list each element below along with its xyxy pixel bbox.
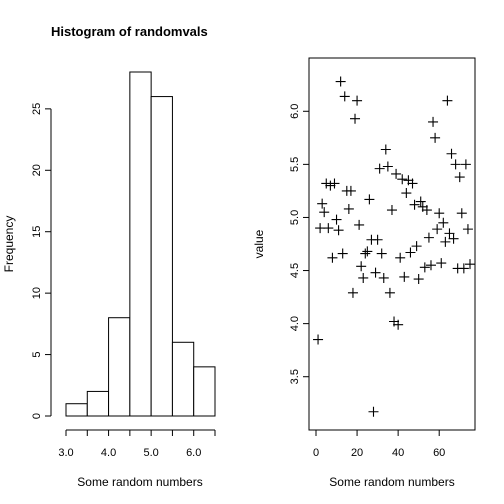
scatter-point (448, 233, 459, 244)
y-tick-label: 25 (31, 103, 43, 115)
y-tick-label: 15 (31, 226, 43, 238)
scatter-point (444, 228, 455, 239)
scatter-point (393, 319, 404, 330)
scatter-point (333, 225, 344, 236)
scatter-point (430, 132, 441, 143)
scatter-point (456, 208, 467, 219)
scatter-point (368, 406, 379, 417)
x-tick-label: 3.0 (58, 447, 73, 459)
scatter-point (391, 168, 402, 179)
scatter-point (376, 248, 387, 259)
scatter-point (370, 267, 381, 278)
scatter-point (364, 194, 375, 205)
scatter-point (419, 262, 430, 273)
scatter-point (317, 198, 328, 209)
x-tick-label: 60 (433, 447, 445, 459)
scatter-point (428, 116, 439, 127)
scatter-point (372, 234, 383, 245)
scatter-point (380, 144, 391, 155)
scatter-point (337, 248, 348, 259)
y-tick-label: 5.5 (289, 157, 301, 172)
y-tick-label: 5.0 (289, 210, 301, 225)
x-tick-label: 40 (392, 447, 404, 459)
scatter-point (350, 113, 361, 124)
y-tick-label: 6.0 (289, 104, 301, 119)
scatter-point (438, 217, 449, 228)
x-tick-label: 6.0 (186, 447, 201, 459)
scatter-point (345, 185, 356, 196)
scatter-point (386, 205, 397, 216)
y-axis-label: Frequency (2, 216, 16, 273)
scatter-point (360, 248, 371, 259)
scatter-point (395, 252, 406, 263)
scatter-point (440, 236, 451, 247)
scatter-point (413, 274, 424, 285)
x-tick-label: 20 (351, 447, 363, 459)
scatter-point (358, 272, 369, 283)
y-tick-label: 10 (31, 287, 43, 299)
scatter-point (432, 224, 443, 235)
scatter-point (401, 188, 412, 199)
scatter-point (409, 199, 420, 210)
scatter-point (436, 258, 447, 269)
histogram-bar (193, 366, 216, 417)
scatter-point (405, 247, 416, 258)
scatter-point (425, 260, 436, 271)
x-tick-label: 4.0 (101, 447, 116, 459)
x-axis-label: Some random numbers (329, 475, 454, 489)
chart-title: Histogram of randomvals (51, 24, 208, 39)
scatter-point (465, 259, 475, 270)
scatter-point (356, 261, 367, 272)
scatter-point (399, 271, 410, 282)
scatter-point (347, 287, 358, 298)
scatter-point (382, 161, 393, 172)
scatter-point (458, 263, 469, 274)
scatter-point (446, 148, 457, 159)
y-axis-label: value (252, 229, 266, 258)
scatter-point (421, 205, 432, 216)
scatter-point (343, 203, 354, 214)
scatter-point (397, 174, 408, 185)
scatter-point (423, 232, 434, 243)
y-tick-label: 5 (31, 352, 43, 358)
scatter-point (374, 163, 385, 174)
scatter-point (460, 159, 471, 170)
scatter-point (354, 219, 365, 230)
scatter-point (454, 172, 465, 183)
x-tick-label: 5.0 (143, 447, 158, 459)
scatter-point (384, 287, 395, 298)
scatter-point (411, 241, 422, 252)
scatter-point (319, 207, 330, 218)
scatter-point (339, 91, 350, 102)
scatter-point (327, 252, 338, 263)
scatter-point (362, 246, 373, 257)
y-tick-label: 4.5 (289, 263, 301, 278)
scatter-point (434, 208, 445, 219)
scatter-point (442, 95, 453, 106)
y-tick-label: 3.5 (289, 369, 301, 384)
plot-box (308, 57, 476, 431)
scatter-point (331, 214, 342, 225)
scatter-point (407, 178, 418, 189)
scatter-point (325, 180, 336, 191)
scatter-point (415, 196, 426, 207)
scatter-point (313, 334, 324, 345)
x-tick-label: 0 (313, 447, 319, 459)
y-tick-label: 4.0 (289, 316, 301, 331)
histogram-bar (150, 96, 173, 417)
y-tick-label: 0 (31, 413, 43, 419)
scatter-point (323, 223, 334, 234)
y-tick-label: 20 (31, 164, 43, 176)
scatter-point (462, 224, 473, 235)
scatter-point (378, 272, 389, 283)
x-axis-label: Some random numbers (77, 475, 202, 489)
scatter-point (335, 76, 346, 87)
scatter-point (329, 178, 340, 189)
scatter-point (450, 159, 461, 170)
scatter-point (352, 95, 363, 106)
